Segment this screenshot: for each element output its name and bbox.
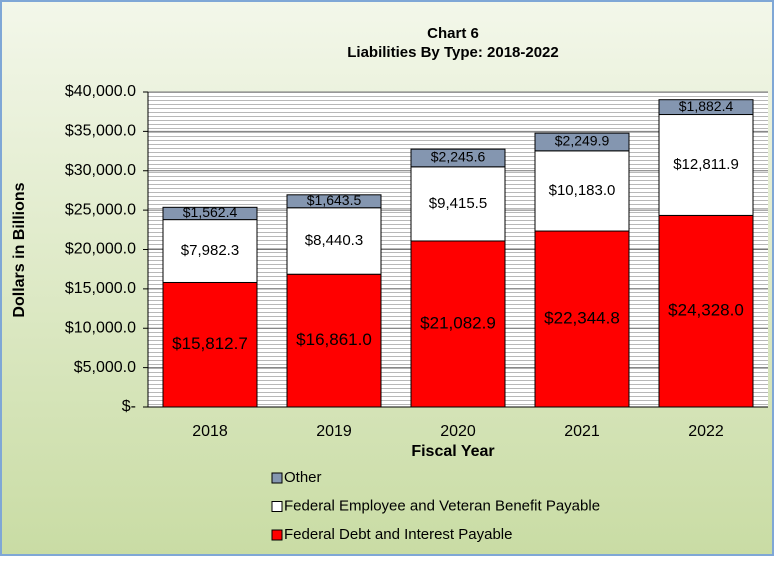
data-label: $22,344.8 [544,309,620,328]
y-tick-label: $35,000.0 [65,123,136,140]
data-label: $24,328.0 [668,301,744,320]
legend-swatch [271,472,283,484]
x-tick-label: 2022 [688,423,724,440]
data-label: $15,812.7 [172,334,248,353]
data-label: $8,440.3 [305,232,363,249]
y-axis-title: Dollars in Billions [11,182,28,317]
y-tick-label: $10,000.0 [65,319,136,336]
bar-segment [286,194,382,209]
data-label: $7,982.3 [181,242,239,259]
bar-segment [410,148,506,168]
bar-segment [162,206,258,221]
y-tick-label: $30,000.0 [65,162,136,179]
chart-subtitle: Liabilities By Type: 2018-2022 [347,44,559,61]
data-label: $10,183.0 [549,182,616,199]
bar-segment [162,219,258,283]
legend-label: Federal Employee and Veteran Benefit Pay… [284,497,600,514]
data-label: $12,811.9 [673,156,739,173]
bar-segment [534,230,630,408]
bar-segment [534,132,630,152]
bar-segment [658,99,754,116]
x-tick-label: 2018 [192,423,228,440]
bar-segment [410,240,506,408]
data-label: $1,882.4 [679,98,734,114]
bar-segment [162,281,258,408]
y-tick-label: $25,000.0 [65,201,136,218]
data-label: $16,861.0 [296,330,372,349]
bar-segment [286,207,382,275]
x-tick-label: 2019 [316,423,352,440]
legend-swatch [271,501,283,512]
y-tick-label: $15,000.0 [65,280,136,297]
x-axis-title: Fiscal Year [411,443,494,460]
bar-segment [534,150,630,232]
data-label: $1,643.5 [307,192,362,208]
data-label: $2,249.9 [555,133,610,149]
data-label: $1,562.4 [183,204,238,220]
legend-swatch [271,529,283,541]
y-tick-label: $5,000.0 [74,359,136,376]
bar-segment [658,214,754,408]
y-tick-label: $20,000.0 [65,241,136,258]
data-label: $9,415.5 [429,195,487,212]
data-label: $21,082.9 [420,313,496,332]
bar-segment [410,166,506,242]
y-tick-label: $- [122,398,136,415]
bar-segment [658,114,754,216]
data-label: $2,245.6 [431,149,486,165]
x-tick-label: 2021 [564,423,600,440]
legend-label: Federal Debt and Interest Payable [284,526,512,543]
chart-title: Chart 6 [427,25,479,42]
x-tick-label: 2020 [440,423,476,440]
y-tick-label: $40,000.0 [65,83,136,100]
legend-label: Other [284,469,322,486]
bar-segment [286,273,382,408]
